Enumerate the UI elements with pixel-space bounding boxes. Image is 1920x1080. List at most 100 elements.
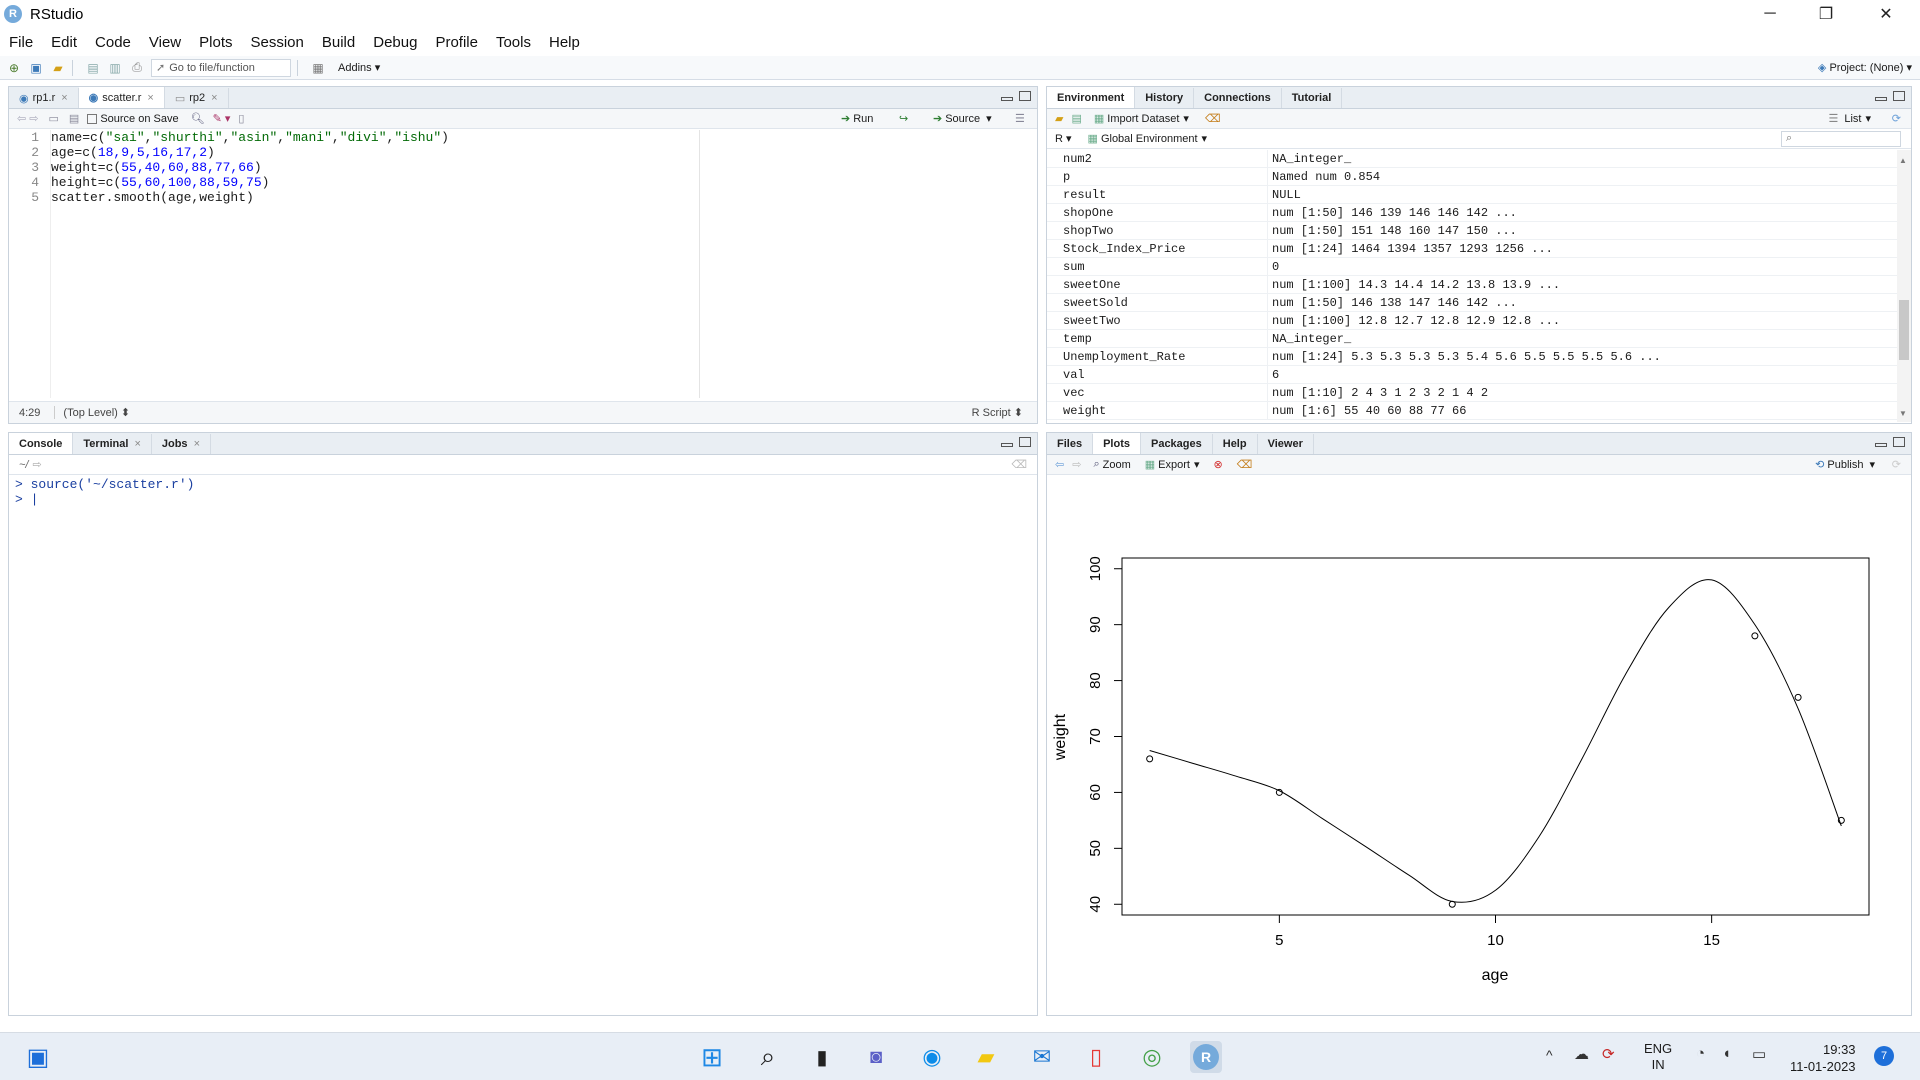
mail-icon[interactable]: ✉ (1032, 1044, 1052, 1069)
document-outline-icon[interactable]: ☰ (1015, 113, 1025, 125)
project-menu[interactable]: ◈ Project: (None) ▾ (1817, 62, 1912, 74)
new-file-icon[interactable]: ⊕ (8, 60, 20, 75)
menu-code[interactable]: Code (95, 33, 131, 51)
battery-icon[interactable]: ▭ (1752, 1046, 1767, 1063)
back-arrow-icon[interactable]: ⇦ ⇨ (17, 113, 39, 125)
clear-plots-icon[interactable]: ⌫ (1236, 459, 1253, 471)
save-icon[interactable]: ▤ (87, 60, 99, 75)
scope-selector[interactable]: (Top Level) ⬍ (54, 406, 130, 419)
code-area[interactable]: 1 name=c("sai","shurthi","asin","mani","d… (9, 130, 1037, 398)
code-tools-icon[interactable]: ✎ ▾ (212, 113, 231, 125)
environment-row[interactable]: sweetTwo num [1:100] 12.8 12.7 12.8 12.9 … (1047, 311, 1897, 330)
refresh-icon[interactable]: ⟳ (1891, 113, 1901, 125)
environment-row[interactable]: num2 NA_integer_ (1047, 150, 1897, 168)
menu-help[interactable]: Help (549, 33, 580, 51)
maximize-pane-icon[interactable] (1893, 91, 1905, 101)
show-hidden-icons[interactable]: ^ (1546, 1047, 1553, 1063)
environment-row[interactable]: sweetOne num [1:100] 14.3 14.4 14.2 13.8 … (1047, 275, 1897, 294)
menu-tools[interactable]: Tools (495, 33, 531, 51)
environment-row[interactable]: shopTwo num [1:50] 151 148 160 147 150 ..… (1047, 221, 1897, 240)
task-view-icon[interactable]: ▮ (816, 1046, 828, 1069)
minimize-pane-icon[interactable] (1001, 97, 1013, 101)
tab-connections[interactable]: Connections (1194, 88, 1282, 108)
find-icon[interactable]: 🔍︎ (190, 113, 205, 125)
environment-row[interactable]: weight num [1:6] 55 40 60 88 77 66 (1047, 401, 1897, 420)
goto-dir-icon[interactable]: ⇨ (32, 459, 42, 471)
close-button[interactable]: ✕ (1879, 6, 1893, 23)
goto-file-input[interactable]: ➚ Go to file/function (151, 58, 291, 77)
environment-row[interactable]: result NULL (1047, 185, 1897, 204)
save-file-icon[interactable]: ▤ (68, 113, 80, 125)
volume-icon[interactable]: ◖ (1722, 1045, 1732, 1062)
rstudio-taskbar-icon[interactable]: R (1190, 1041, 1222, 1073)
menu-plots[interactable]: Plots (199, 33, 233, 51)
update-icon[interactable]: ⟳ (1602, 1046, 1615, 1063)
notification-badge[interactable]: 7 (1874, 1046, 1894, 1066)
tab-viewer[interactable]: Viewer (1258, 434, 1314, 454)
import-dataset-button[interactable]: ▦ Import Dataset ▾ (1093, 112, 1189, 126)
environment-row[interactable]: sweetSold num [1:50] 146 138 147 146 142 … (1047, 293, 1897, 312)
tab-history[interactable]: History (1135, 88, 1195, 108)
refresh-plot-icon[interactable]: ⟳ (1891, 459, 1901, 471)
edge-icon[interactable]: ◉ (922, 1044, 942, 1069)
view-mode-selector[interactable]: ☰ List ▾ (1828, 112, 1871, 126)
tab-plots[interactable]: Plots (1093, 433, 1141, 454)
rerun-icon[interactable]: ↪ (899, 113, 909, 125)
tab-rp1[interactable]: ◉ rp1.r × (9, 88, 79, 108)
minimize-pane-icon[interactable] (1001, 443, 1013, 447)
scroll-down-icon[interactable]: ▼ (1899, 409, 1907, 418)
tab-scatter[interactable]: ◉ scatter.r × (78, 87, 165, 108)
close-tab-icon[interactable]: × (147, 91, 154, 104)
addins-menu[interactable]: Addins ▾ (338, 62, 381, 74)
environment-row[interactable]: Unemployment_Rate num [1:24] 5.3 5.3 5.3 … (1047, 347, 1897, 366)
office-icon[interactable]: ▯ (1089, 1044, 1103, 1069)
save-workspace-icon[interactable]: ▤ (1071, 113, 1082, 125)
print-icon[interactable]: ⎙ (132, 60, 142, 74)
language-selector[interactable]: R ▾ (1055, 133, 1072, 145)
console-output[interactable]: > source('~/scatter.r') > | (15, 477, 194, 507)
environment-row[interactable]: vec num [1:10] 2 4 3 1 2 3 2 1 4 2 (1047, 383, 1897, 402)
environment-search-input[interactable]: ⌕ (1781, 130, 1901, 147)
tab-help[interactable]: Help (1213, 434, 1258, 454)
tab-environment[interactable]: Environment (1047, 87, 1136, 108)
close-tab-icon[interactable]: × (211, 92, 218, 104)
chrome-icon[interactable]: ◎ (1142, 1044, 1162, 1069)
load-workspace-icon[interactable]: ▰ (1055, 113, 1064, 125)
tab-files[interactable]: Files (1047, 434, 1094, 454)
file-type-selector[interactable]: R Script ⬍ (971, 407, 1023, 419)
next-plot-icon[interactable]: ⇨ (1072, 459, 1082, 471)
tab-console[interactable]: Console (9, 433, 74, 454)
menu-profile[interactable]: Profile (435, 33, 478, 51)
onedrive-icon[interactable]: ☁ (1574, 1046, 1589, 1063)
menu-edit[interactable]: Edit (51, 33, 78, 51)
scroll-up-icon[interactable]: ▲ (1899, 156, 1907, 165)
scope-selector[interactable]: ▦ Global Environment ▾ (1087, 132, 1208, 146)
minimize-pane-icon[interactable] (1875, 97, 1887, 101)
zoom-button[interactable]: ⌕ Zoom (1093, 458, 1131, 471)
maximize-pane-icon[interactable] (1893, 437, 1905, 447)
restore-button[interactable]: ❐ (1818, 6, 1834, 23)
close-tab-icon[interactable]: × (134, 438, 141, 450)
minimize-button[interactable]: ─ (1764, 5, 1776, 22)
prev-plot-icon[interactable]: ⇦ (1055, 459, 1065, 471)
environment-row[interactable]: p Named num 0.854 (1047, 167, 1897, 186)
clear-console-icon[interactable]: ⌫ (1011, 459, 1027, 471)
source-on-save-checkbox[interactable]: Source on Save (87, 113, 179, 125)
close-tab-icon[interactable]: × (193, 438, 200, 450)
close-tab-icon[interactable]: × (61, 92, 68, 104)
start-icon[interactable]: ⊞ (701, 1041, 723, 1072)
environment-row[interactable]: shopOne num [1:50] 146 139 146 146 142 ..… (1047, 203, 1897, 222)
show-in-window-icon[interactable]: ▭ (48, 113, 59, 125)
menu-debug[interactable]: Debug (373, 33, 418, 51)
widgets-icon[interactable]: ▣ (26, 1043, 50, 1071)
teams-icon[interactable]: ◙ (869, 1045, 883, 1068)
environment-row[interactable]: sum 0 (1047, 257, 1897, 276)
menu-file[interactable]: File (9, 33, 34, 51)
menu-session[interactable]: Session (250, 33, 304, 51)
save-all-icon[interactable]: ▥ (109, 60, 121, 75)
environment-row[interactable]: Stock_Index_Price num [1:24] 1464 1394 13… (1047, 239, 1897, 258)
menu-build[interactable]: Build (321, 33, 356, 51)
tab-terminal[interactable]: Terminal × (73, 434, 152, 454)
environment-row[interactable]: val 6 (1047, 365, 1897, 384)
tab-packages[interactable]: Packages (1141, 434, 1213, 454)
